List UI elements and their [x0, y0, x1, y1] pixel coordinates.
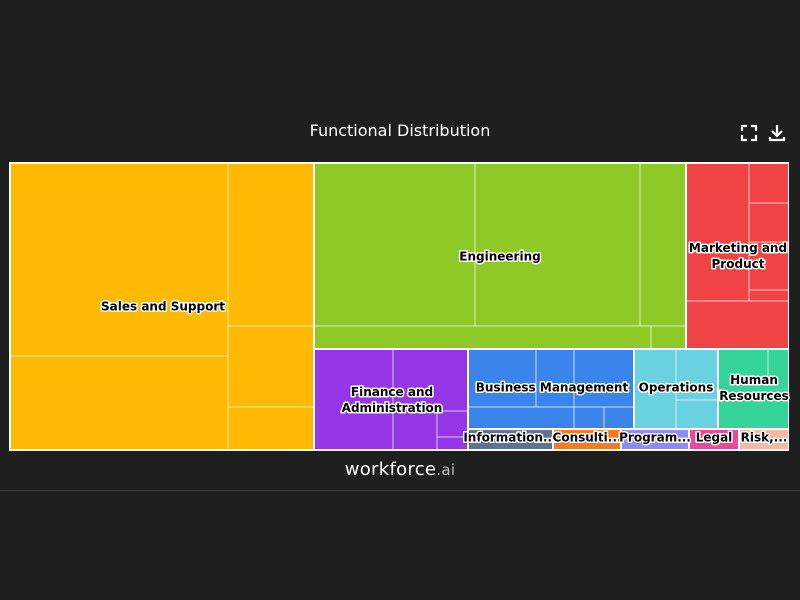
- treemap-label-risk: Risk,...: [741, 431, 788, 445]
- treemap-label-information: Information...: [463, 431, 556, 445]
- treemap-label-legal: Legal: [696, 431, 733, 445]
- treemap-label-human-resources: Human Resources: [719, 373, 789, 403]
- chart-title: Functional Distribution: [309, 121, 491, 140]
- treemap-label-marketing-and-product: Marketing and Product: [689, 241, 787, 271]
- brand-logo: workforce.ai: [0, 459, 800, 480]
- treemap-cell-finance-and-administration[interactable]: [315, 350, 467, 449]
- brand-suffix: .ai: [436, 461, 456, 479]
- download-button[interactable]: [767, 123, 787, 143]
- treemap-cell-legal[interactable]: [690, 430, 738, 449]
- treemap-label-engineering: Engineering: [459, 250, 540, 264]
- treemap-cell-engineering[interactable]: [315, 164, 685, 348]
- treemap-label-consulti: Consulti...: [553, 431, 622, 445]
- download-icon: [768, 125, 786, 142]
- treemap-cell-sales-and-support[interactable]: [11, 164, 313, 449]
- treemap-label-sales-and-support: Sales and Support: [101, 300, 225, 314]
- treemap-cell-program[interactable]: [622, 430, 688, 449]
- treemap-cell-information[interactable]: [469, 430, 552, 449]
- treemap-label-finance-and-administration: Finance and Administration: [342, 385, 443, 415]
- treemap-label-operations: Operations: [639, 381, 714, 395]
- treemap-cell-business-management[interactable]: [469, 350, 633, 428]
- treemap-cell-human-resources[interactable]: [719, 350, 788, 428]
- treemap-cell-marketing-and-product[interactable]: [687, 164, 788, 348]
- chart-widget: Functional Distribution Sales and Suppor…: [0, 121, 800, 491]
- treemap-chart: Sales and Support Engineering Marketing an…: [9, 162, 790, 451]
- treemap-cell-consulti[interactable]: [554, 430, 620, 449]
- treemap-cell-risk[interactable]: [740, 430, 788, 449]
- fullscreen-icon: [740, 124, 758, 142]
- treemap-label-business-management: Business Management: [476, 381, 629, 395]
- treemap-label-program: Program...: [619, 431, 691, 445]
- brand-name: workforce: [344, 459, 437, 480]
- fullscreen-button[interactable]: [739, 123, 759, 143]
